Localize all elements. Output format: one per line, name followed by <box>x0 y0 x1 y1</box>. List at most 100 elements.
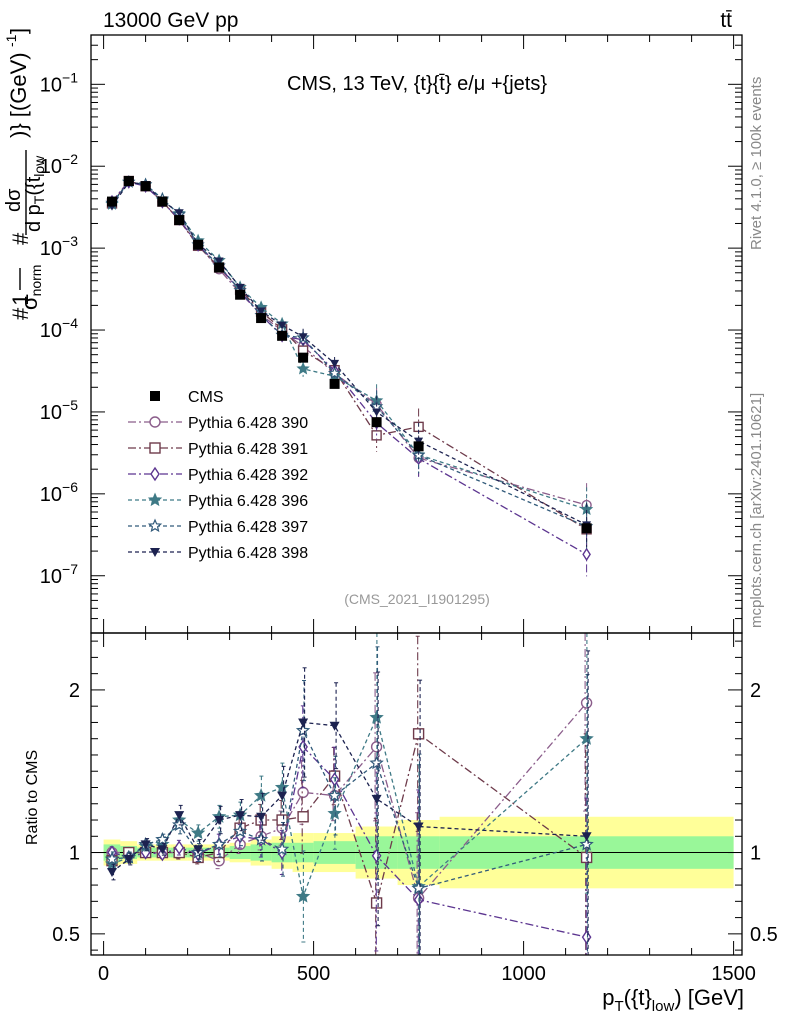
marker <box>579 836 594 851</box>
ratio-y-tick-label-right: 2 <box>750 680 761 702</box>
marker-square <box>107 196 117 207</box>
marker-triangle <box>174 811 185 821</box>
series-line-3 <box>111 181 587 511</box>
ratio-y-tick-label: 2 <box>69 680 80 702</box>
marker-square <box>298 352 309 363</box>
marker <box>298 718 309 728</box>
marker-triangle <box>193 845 204 855</box>
marker-triangle <box>330 359 340 368</box>
ratio-y-label: Ratio to CMS <box>24 750 41 845</box>
marker <box>174 209 184 218</box>
marker <box>104 851 120 866</box>
y-tick-label: 10−4 <box>40 315 78 342</box>
marker <box>193 239 204 250</box>
marker <box>174 811 185 821</box>
marker <box>140 840 151 850</box>
marker-star <box>579 731 594 745</box>
mcplots-label: mcplots.cern.ch [arXiv:2401.10621] <box>748 393 765 628</box>
legend-label: Pythia 6.428 398 <box>188 545 308 562</box>
marker <box>327 805 342 820</box>
marker-square <box>329 378 340 389</box>
marker <box>274 841 290 856</box>
marker-square <box>371 417 382 428</box>
marker <box>123 855 134 865</box>
marker-square <box>581 523 592 534</box>
legend: CMS Pythia 6.428 390 Pythia 6.428 391 Pythi… <box>128 389 308 562</box>
marker-triangle <box>277 791 288 801</box>
marker-triangle <box>298 718 309 728</box>
marker <box>149 416 161 428</box>
marker <box>256 812 267 822</box>
ratio-y-tick-label: 0.5 <box>52 924 80 946</box>
marker <box>147 518 163 533</box>
marker <box>296 361 310 375</box>
x-tick-label: 0 <box>98 963 109 985</box>
marker-square <box>235 289 246 300</box>
svg-text:#: # <box>8 232 33 245</box>
marker-triangle <box>298 333 308 342</box>
marker <box>190 825 206 840</box>
series-line-5 <box>111 181 587 526</box>
marker <box>327 788 342 802</box>
marker-triangle <box>256 812 267 822</box>
marker-star <box>104 851 120 866</box>
legend-label: Pythia 6.428 396 <box>188 493 308 510</box>
marker <box>235 289 246 300</box>
marker <box>107 196 117 207</box>
marker-square <box>214 262 225 273</box>
marker-star <box>155 831 170 846</box>
marker-square <box>297 811 309 823</box>
marker <box>214 257 224 266</box>
marker <box>211 836 227 851</box>
marker-triangle <box>150 548 160 557</box>
marker-diamond <box>174 840 185 855</box>
marker <box>369 755 384 770</box>
marker-triangle <box>256 307 266 316</box>
marker <box>155 831 170 846</box>
marker-star <box>190 825 206 840</box>
x-tick-label: 1000 <box>501 963 546 985</box>
legend-label: Pythia 6.428 392 <box>188 467 308 484</box>
marker-square <box>193 239 204 250</box>
marker-star <box>147 492 163 507</box>
rivet-label: Rivet 4.1.0, ≥ 100k events <box>748 77 765 250</box>
marker <box>150 391 160 401</box>
marker-star <box>253 788 269 802</box>
marker <box>147 492 163 507</box>
marker-star <box>274 779 290 794</box>
marker <box>413 441 424 452</box>
marker-square <box>413 441 424 452</box>
marker-star <box>327 805 342 820</box>
y-tick-label: 10−5 <box>40 397 78 424</box>
analysis-watermark: (CMS_2021_I1901295) <box>344 591 490 607</box>
marker-diamond <box>581 929 592 945</box>
marker <box>372 408 382 417</box>
marker <box>295 888 311 903</box>
series-line-4 <box>111 181 587 528</box>
marker-star <box>369 710 384 724</box>
marker-star <box>327 788 342 802</box>
marker-triangle <box>235 811 246 821</box>
marker-diamond <box>582 547 591 562</box>
main-plot-panel: 10−7 10−6 10−5 10−4 10−3 10−2 10−1 <box>40 34 742 634</box>
marker-triangle <box>235 283 245 292</box>
marker <box>149 442 161 454</box>
svg-text:]: ] <box>6 28 31 34</box>
panel-frame <box>90 34 743 634</box>
marker <box>256 307 266 316</box>
x-axis-label: pT({t}low) [GeV] <box>602 985 744 1015</box>
marker <box>581 523 592 534</box>
marker-square <box>174 215 185 226</box>
ratio-line-1 <box>111 732 587 906</box>
marker-diamond <box>150 466 160 482</box>
marker-square <box>256 313 267 324</box>
marker-triangle <box>107 868 117 878</box>
marker-triangle <box>157 845 168 855</box>
marker <box>298 352 309 363</box>
marker <box>277 791 288 801</box>
marker <box>140 181 151 192</box>
marker <box>329 721 340 731</box>
marker-circle <box>149 416 161 428</box>
marker <box>330 359 340 368</box>
